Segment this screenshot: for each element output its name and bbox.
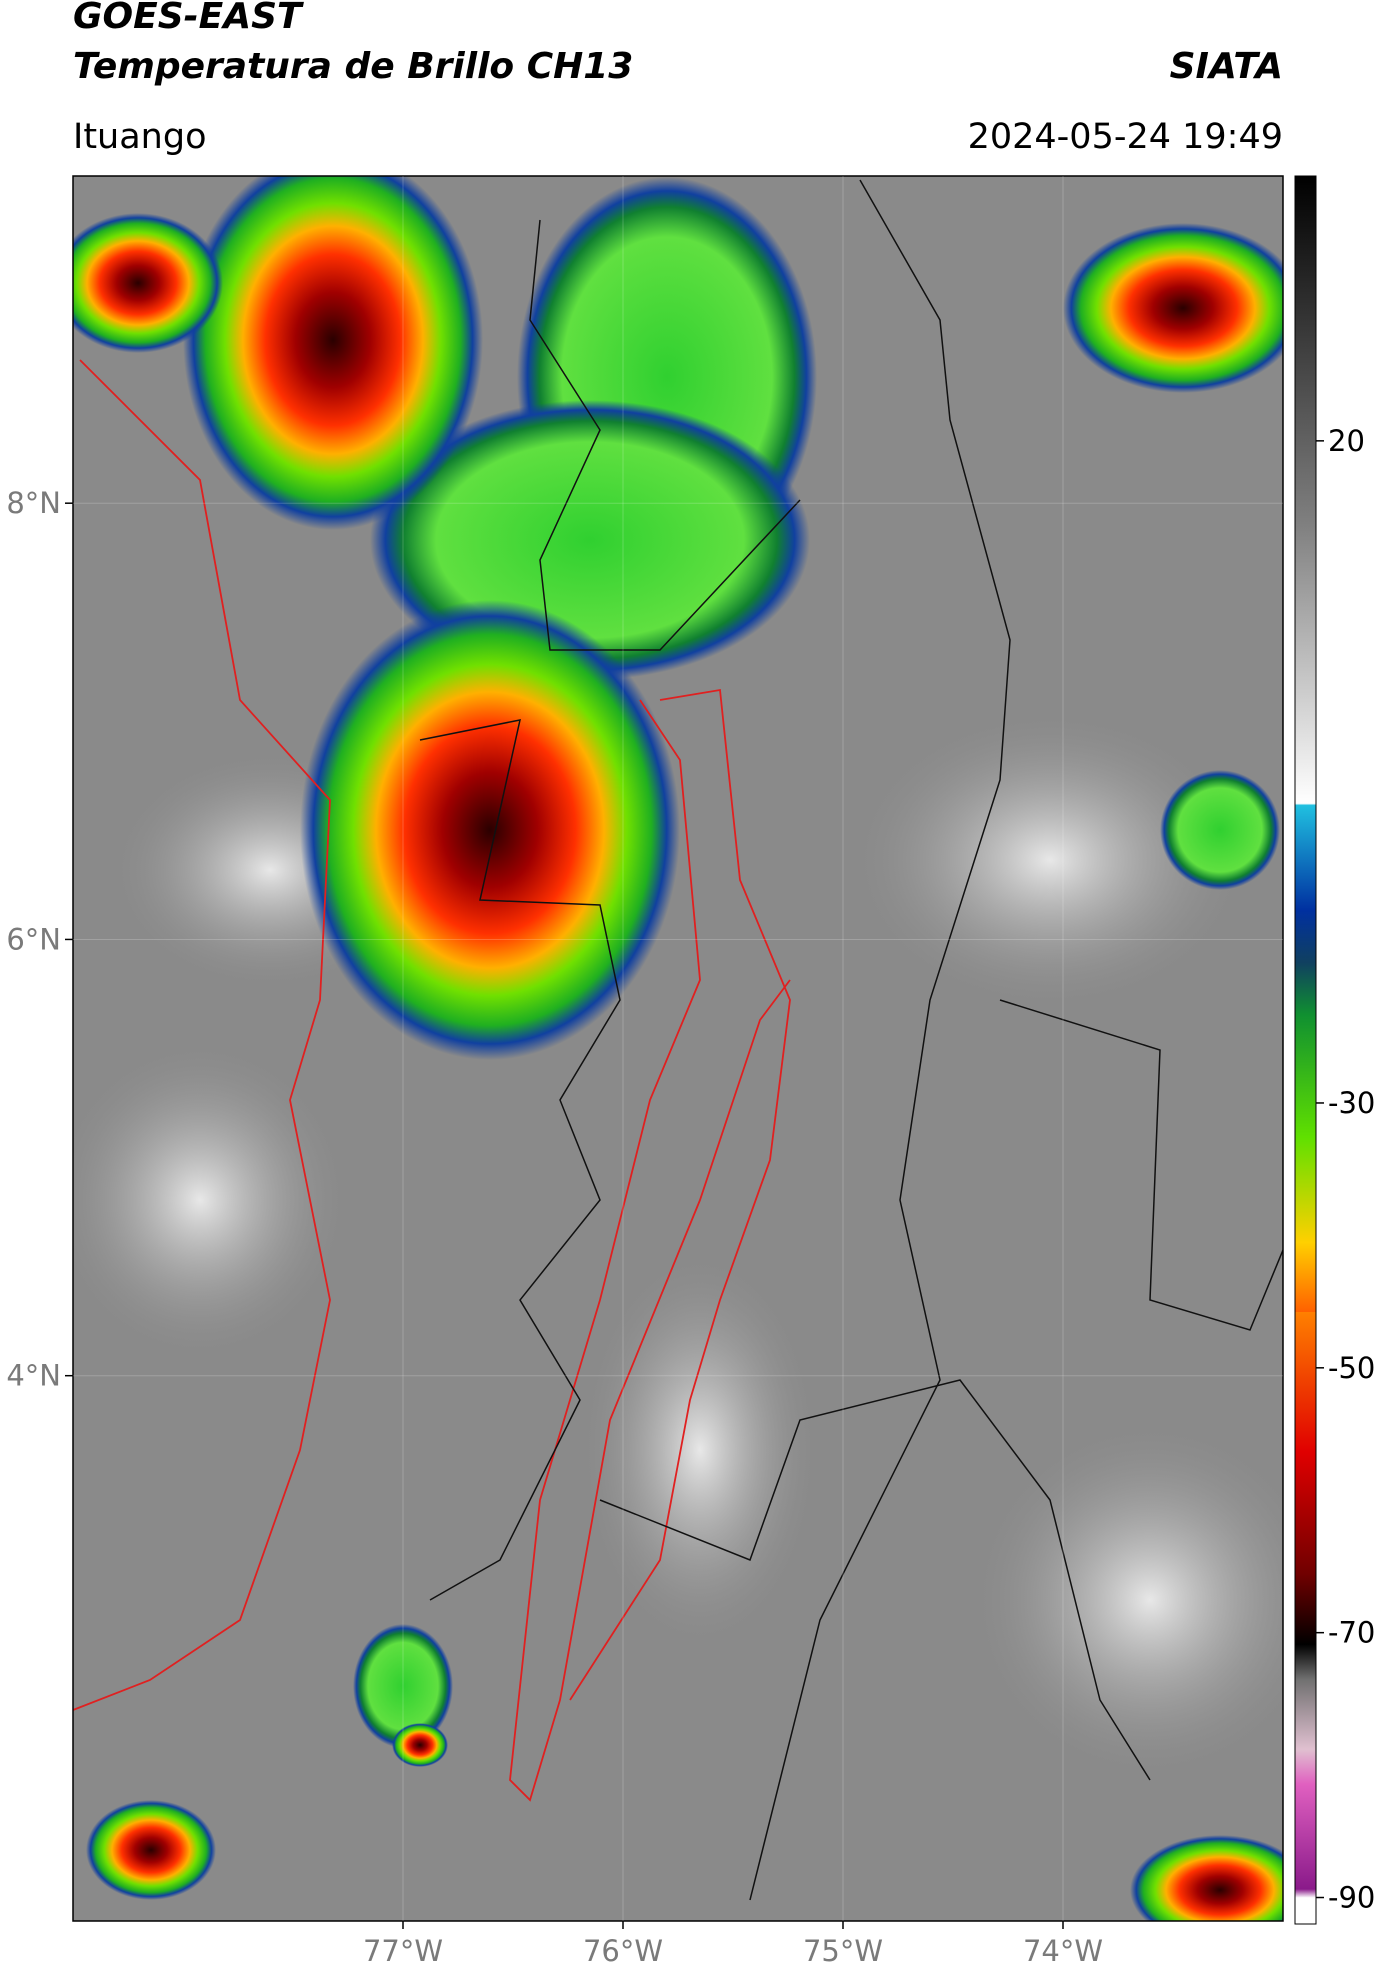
x-tick-label: 75°W [803, 1934, 883, 1968]
colorbar-tick-label: -90 [1328, 1881, 1375, 1915]
satellite-image [73, 176, 1283, 1921]
y-tick-label: 8°N [6, 486, 61, 520]
colorbar-tick-label: 20 [1328, 424, 1365, 458]
colorbar-tick-label: -70 [1328, 1616, 1375, 1650]
location: Ituango [73, 117, 207, 157]
x-tick-label: 74°W [1023, 1934, 1103, 1968]
title-line1: GOES-EAST [73, 0, 304, 37]
colorbar [1294, 175, 1317, 1925]
title-line2: Temperatura de Brillo CH13 [73, 46, 633, 87]
map-frame [72, 175, 1284, 1922]
x-tick-label: 77°W [363, 1934, 443, 1968]
x-tick-label: 76°W [583, 1934, 663, 1968]
colorbar-tick-label: -50 [1328, 1351, 1375, 1385]
datetime: 2024-05-24 19:49 [968, 117, 1283, 157]
colorbar-tick-label: -30 [1328, 1086, 1375, 1120]
y-tick-label: 6°N [6, 922, 61, 956]
brand: SIATA [1170, 46, 1283, 87]
y-tick-label: 4°N [6, 1359, 61, 1393]
